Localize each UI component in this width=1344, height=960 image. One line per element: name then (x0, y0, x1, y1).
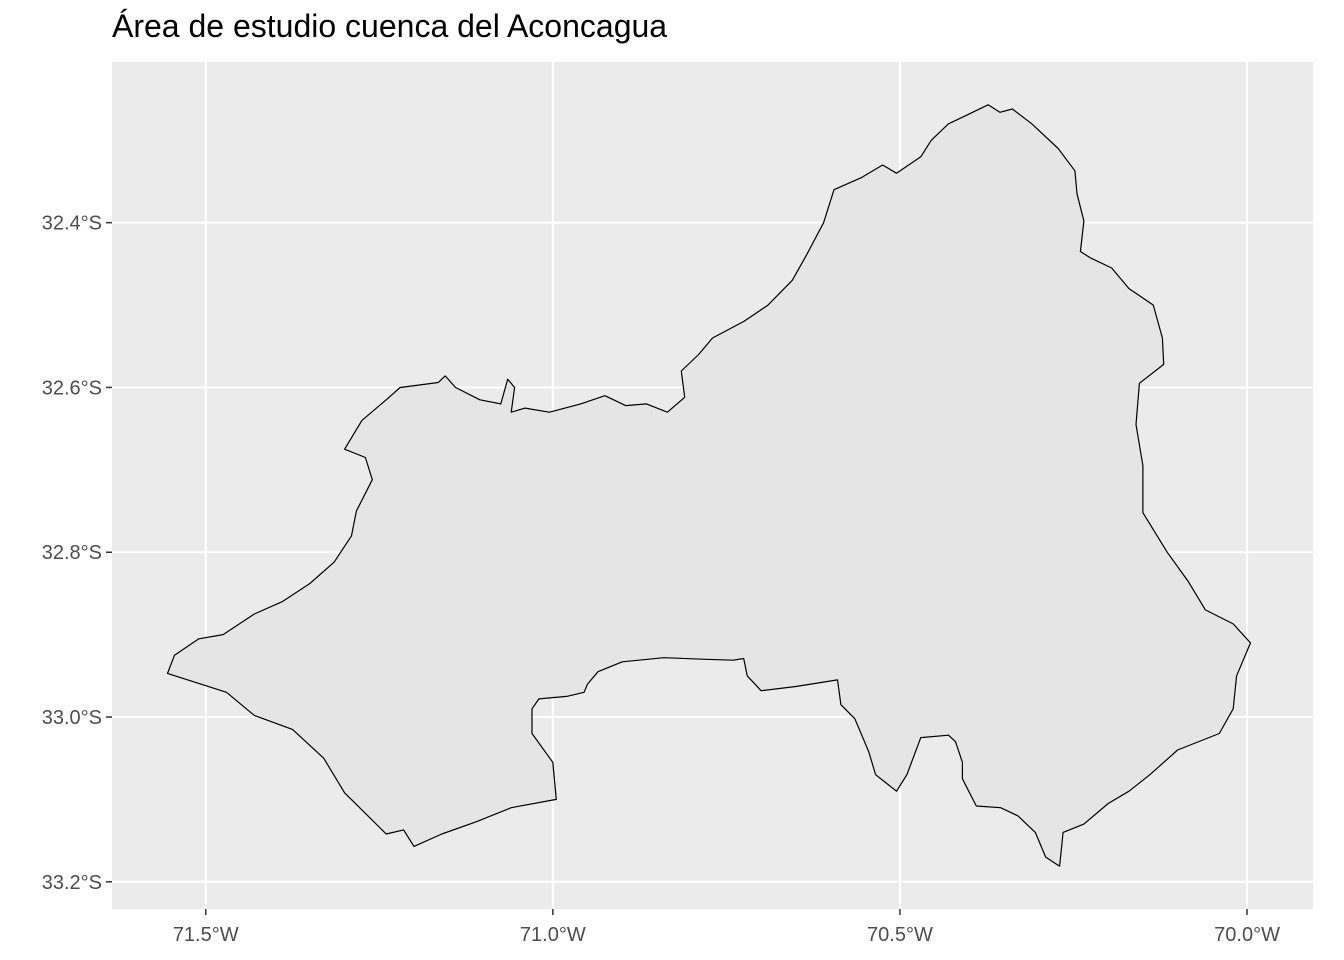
x-tick-label: 70.0°W (1214, 924, 1280, 946)
x-tick-label: 70.5°W (867, 924, 933, 946)
x-tick-label: 71.0°W (520, 924, 586, 946)
aconcagua-basin-polygon (166, 104, 1252, 867)
y-tick-label: 33.0°S (42, 707, 102, 729)
axis-ticks: 71.5°W 71.0°W 70.5°W 70.0°W 32.4°S 32.6°S 32.8… (42, 213, 1280, 946)
y-tick-label: 32.6°S (42, 377, 102, 399)
y-tick-label: 32.8°S (42, 542, 102, 564)
map-title: Área de estudio cuenca del Aconcagua (112, 8, 668, 44)
y-tick-label: 33.2°S (42, 872, 102, 894)
x-tick-label: 71.5°W (173, 924, 239, 946)
y-tick-label: 32.4°S (42, 213, 102, 235)
